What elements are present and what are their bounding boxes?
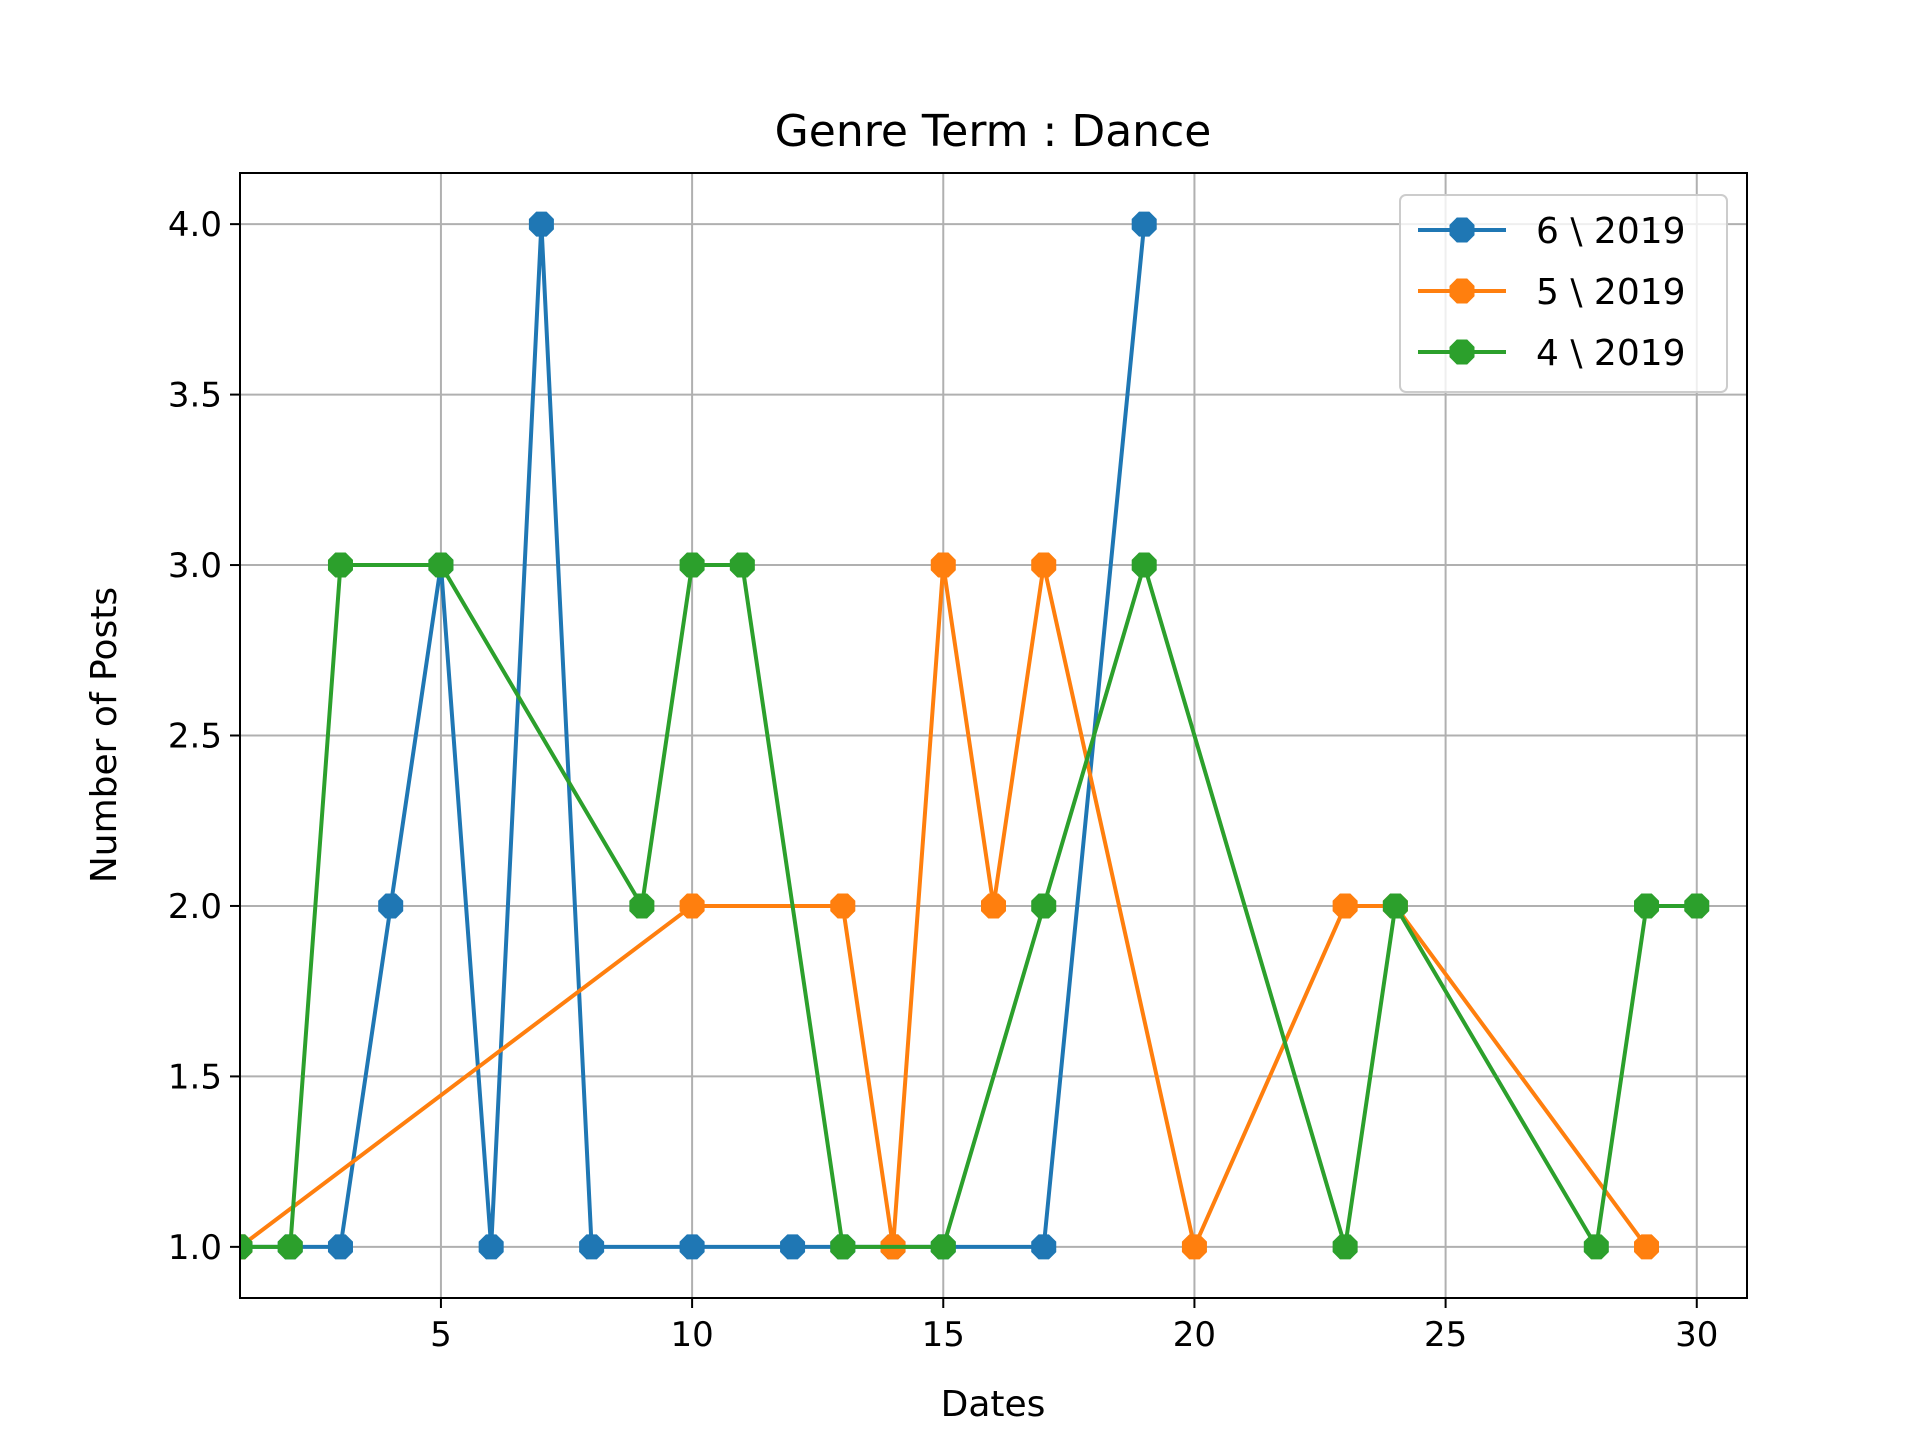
data-point	[579, 1234, 605, 1260]
y-tick-label: 3.5	[168, 376, 222, 416]
data-point	[1031, 893, 1057, 919]
data-point	[1634, 893, 1660, 919]
legend: 6 \ 2019 5 \ 2019 4 \ 2019	[1399, 194, 1728, 393]
data-point	[679, 552, 705, 578]
y-tick-label: 4.0	[168, 205, 222, 245]
series-layer	[240, 211, 1710, 1260]
data-point	[240, 1234, 253, 1260]
legend-entry: 4 \ 2019	[1418, 333, 1686, 374]
data-point	[1382, 893, 1408, 919]
y-axis-label: Number of Posts	[84, 587, 125, 883]
data-point	[679, 893, 705, 919]
legend-marker	[1449, 217, 1475, 243]
legend-label: 6 \ 2019	[1536, 211, 1686, 252]
data-point	[1332, 893, 1358, 919]
data-point	[327, 1234, 353, 1260]
y-tick-label: 1.0	[168, 1228, 222, 1268]
data-point	[1131, 552, 1157, 578]
data-point	[378, 893, 404, 919]
x-tick-label: 15	[922, 1315, 965, 1355]
data-point	[478, 1234, 504, 1260]
data-point	[780, 1234, 806, 1260]
y-tick-label: 3.0	[168, 546, 222, 586]
legend-marker	[1449, 278, 1475, 304]
x-tick-label: 5	[430, 1315, 452, 1355]
data-point	[980, 893, 1007, 919]
legend-box	[1399, 194, 1728, 393]
grid-lines	[240, 173, 1747, 1298]
x-tick-label: 20	[1173, 1315, 1216, 1355]
x-tick-label: 30	[1675, 1315, 1718, 1355]
data-point	[528, 211, 554, 237]
x-axis-label: Dates	[941, 1384, 1046, 1425]
x-tick-label: 25	[1424, 1315, 1467, 1355]
y-tick-label: 2.5	[168, 717, 222, 757]
chart-title: Genre Term : Dance	[775, 106, 1212, 157]
legend-marker	[1449, 339, 1475, 365]
data-point	[1031, 552, 1057, 578]
data-point	[629, 893, 655, 919]
data-point	[1031, 1234, 1057, 1260]
data-point	[930, 1234, 956, 1260]
data-point	[327, 552, 353, 578]
data-point	[830, 1234, 856, 1260]
x-tick-label: 10	[670, 1315, 713, 1355]
data-point	[1131, 211, 1157, 237]
legend-entry: 6 \ 2019	[1418, 211, 1686, 252]
y-axis-ticks: 1.0 1.5 2.0 2.5 3.0 3.5 4.0	[168, 205, 240, 1268]
legend-label: 5 \ 2019	[1536, 272, 1686, 313]
data-point	[1583, 1234, 1609, 1260]
series-line	[240, 563, 1697, 1249]
x-axis-ticks: 5 10 15 20 25 30	[430, 1298, 1718, 1355]
data-point	[930, 552, 956, 578]
data-point	[1332, 1234, 1358, 1260]
data-point	[1634, 1234, 1660, 1260]
y-tick-label: 2.0	[168, 887, 222, 927]
y-tick-label: 1.5	[168, 1057, 222, 1097]
data-point	[1181, 1234, 1207, 1260]
data-point	[830, 893, 856, 919]
data-point	[277, 1234, 303, 1260]
data-point	[428, 552, 454, 578]
data-point	[729, 552, 755, 578]
series-3	[240, 552, 1710, 1260]
data-point	[1684, 893, 1710, 919]
legend-label: 4 \ 2019	[1536, 333, 1686, 374]
legend-entry: 5 \ 2019	[1418, 272, 1686, 313]
data-point	[679, 1234, 705, 1260]
